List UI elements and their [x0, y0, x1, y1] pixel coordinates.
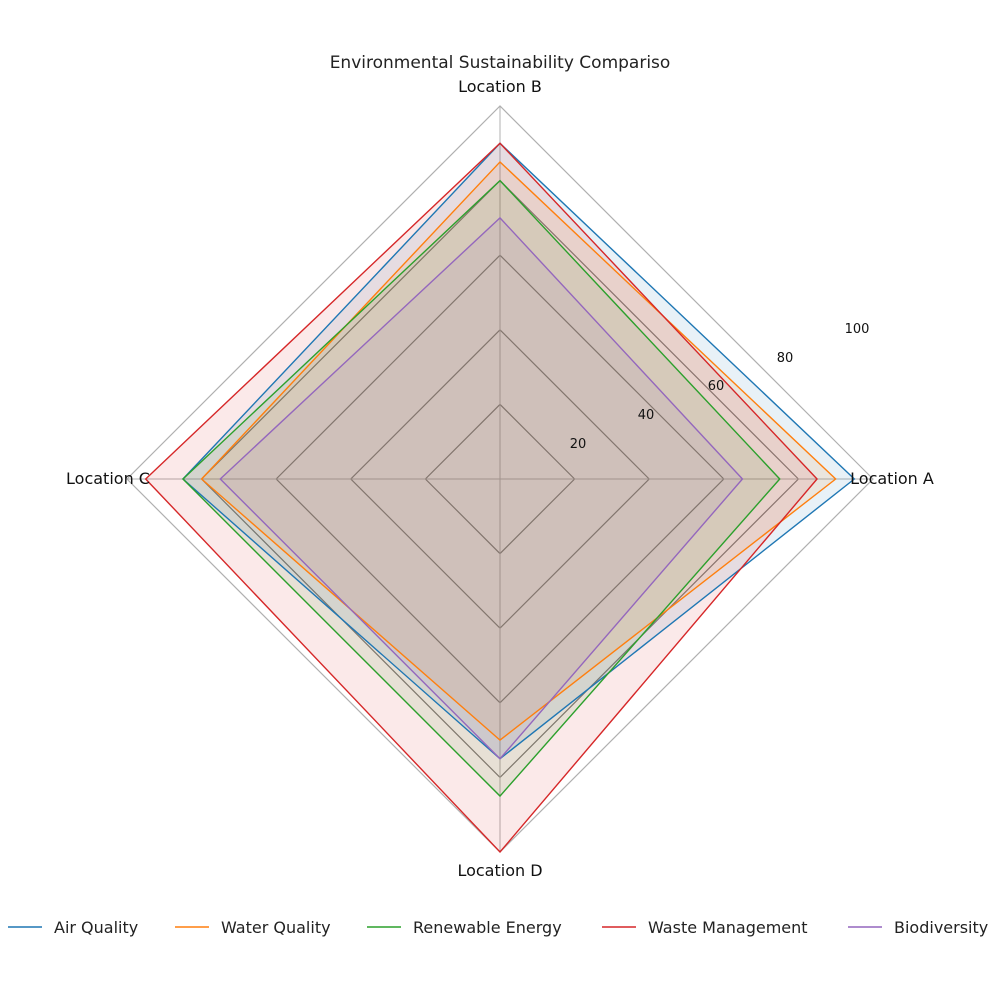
legend-item-renewable-energy: Renewable Energy [367, 918, 562, 937]
series-fill-air-quality [182, 143, 855, 759]
r-tick-20: 20 [570, 437, 587, 452]
legend-item-water-quality: Water Quality [175, 918, 331, 937]
r-tick-60: 60 [708, 379, 725, 394]
axis-label-location-b: Location B [458, 77, 542, 96]
legend-label-water-quality: Water Quality [221, 918, 331, 937]
legend-item-waste-management: Waste Management [602, 918, 808, 937]
series-line-water-quality [200, 160, 837, 742]
radial-tick-labels: 20 40 60 80 100 [570, 322, 870, 452]
axis-label-location-d: Location D [457, 861, 542, 880]
r-tick-80: 80 [777, 351, 794, 366]
series-line-waste-management [144, 142, 818, 854]
series-line-renewable-energy [181, 179, 781, 798]
r-tick-40: 40 [638, 408, 655, 423]
legend-label-air-quality: Air Quality [54, 918, 138, 937]
r-tick-100: 100 [845, 322, 870, 337]
legend-item-biodiversity: Biodiversity [848, 918, 988, 937]
legend-label-biodiversity: Biodiversity [894, 918, 988, 937]
series-fill-renewable-energy [182, 180, 780, 797]
legend-label-waste-management: Waste Management [648, 918, 808, 937]
legend-item-air-quality: Air Quality [8, 918, 138, 937]
grid-layer [126, 105, 874, 853]
axis-labels: Location A Location B Location C Locatio… [66, 77, 934, 880]
chart-title: Environmental Sustainability Compariso [330, 53, 671, 73]
legend-label-renewable-energy: Renewable Energy [413, 918, 562, 937]
series-layer [144, 142, 856, 854]
series-line-biodiversity [219, 216, 744, 760]
legend: Air Quality Water Quality Renewable Ener… [8, 918, 988, 937]
axis-label-location-c: Location C [66, 469, 150, 488]
axis-label-location-a: Location A [850, 469, 934, 488]
series-fill-biodiversity [220, 217, 743, 759]
